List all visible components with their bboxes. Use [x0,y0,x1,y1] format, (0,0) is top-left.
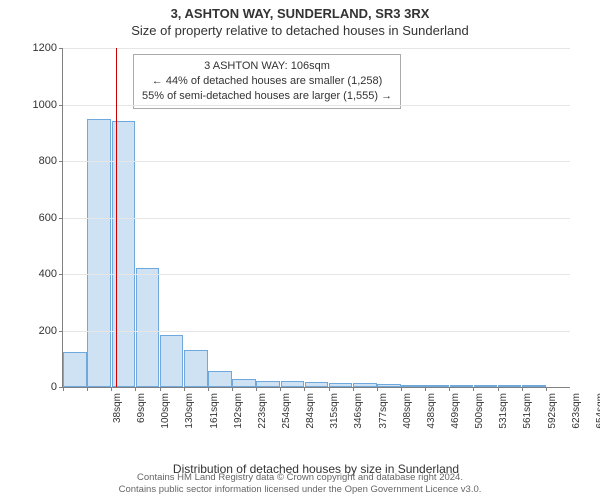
xtick-label: 130sqm [184,393,195,443]
ytick-mark [59,218,63,219]
xtick-mark [329,387,330,391]
xtick-mark [63,387,64,391]
xtick-mark [473,387,474,391]
xtick-label: 346sqm [353,393,364,443]
xtick-mark [449,387,450,391]
histogram-bar [425,385,449,387]
xtick-mark [498,387,499,391]
ytick-mark [59,161,63,162]
xtick-mark [135,387,136,391]
footer-line-1: Contains HM Land Registry data © Crown c… [0,472,600,484]
xtick-mark [232,387,233,391]
marker-line [116,48,117,387]
info-box: 3 ASHTON WAY: 106sqm ← 44% of detached h… [133,54,401,109]
gridline [63,161,570,162]
histogram-bar [450,385,474,387]
histogram-bar [281,381,305,387]
histogram-bar [522,385,546,387]
xtick-label: 561sqm [522,393,533,443]
plot-inner: 3 ASHTON WAY: 106sqm ← 44% of detached h… [62,48,570,388]
xtick-mark [160,387,161,391]
plot-area: Number of detached properties 3 ASHTON W… [62,48,570,420]
xtick-label: 623sqm [571,393,582,443]
xtick-label: 592sqm [547,393,558,443]
xtick-label: 654sqm [595,393,600,443]
xtick-label: 438sqm [426,393,437,443]
xtick-label: 284sqm [305,393,316,443]
xtick-mark [208,387,209,391]
ytick-mark [59,105,63,106]
xtick-mark [256,387,257,391]
xtick-mark [425,387,426,391]
ytick-label: 400 [19,268,57,280]
ytick-mark [59,274,63,275]
xtick-mark [353,387,354,391]
histogram-bar [353,383,377,387]
xtick-label: 192sqm [233,393,244,443]
histogram-bar [377,384,401,387]
xtick-mark [280,387,281,391]
xtick-mark [377,387,378,391]
ytick-label: 200 [19,325,57,337]
xtick-label: 223sqm [257,393,268,443]
xtick-label: 315sqm [329,393,340,443]
histogram-bar [160,335,184,387]
xtick-label: 408sqm [402,393,413,443]
xtick-mark [184,387,185,391]
xtick-mark [522,387,523,391]
xtick-label: 254sqm [281,393,292,443]
ytick-label: 800 [19,155,57,167]
histogram-bar [136,268,160,387]
histogram-bar [305,382,329,387]
xtick-label: 100sqm [160,393,171,443]
histogram-bar [474,385,498,387]
xtick-label: 531sqm [498,393,509,443]
info-line-2: ← 44% of detached houses are smaller (1,… [142,74,392,89]
xtick-label: 377sqm [378,393,389,443]
histogram-bar [498,385,522,387]
ytick-mark [59,331,63,332]
info-line-1: 3 ASHTON WAY: 106sqm [142,59,392,74]
ytick-label: 600 [19,212,57,224]
histogram-bar [256,381,280,387]
histogram-bar [184,350,208,387]
histogram-bar [63,352,87,387]
histogram-bar [208,371,232,387]
xtick-mark [304,387,305,391]
chart-title-address: 3, ASHTON WAY, SUNDERLAND, SR3 3RX [0,0,600,21]
chart-subtitle: Size of property relative to detached ho… [0,21,600,38]
footer-line-2: Contains public sector information licen… [0,484,600,496]
gridline [63,105,570,106]
xtick-label: 469sqm [450,393,461,443]
xtick-mark [111,387,112,391]
histogram-bar [329,383,353,387]
xtick-mark [401,387,402,391]
xtick-label: 161sqm [209,393,220,443]
ytick-label: 1200 [19,42,57,54]
footer-attribution: Contains HM Land Registry data © Crown c… [0,472,600,496]
ytick-label: 0 [19,381,57,393]
chart-container: 3, ASHTON WAY, SUNDERLAND, SR3 3RX Size … [0,0,600,500]
xtick-label: 38sqm [112,393,123,443]
info-line-3: 55% of semi-detached houses are larger (… [142,89,392,104]
gridline [63,218,570,219]
ytick-mark [59,48,63,49]
xtick-mark [87,387,88,391]
gridline [63,274,570,275]
gridline [63,331,570,332]
histogram-bar [232,379,256,387]
xtick-label: 69sqm [136,393,147,443]
gridline [63,48,570,49]
histogram-bar [87,119,111,387]
xtick-mark [546,387,547,391]
ytick-label: 1000 [19,99,57,111]
histogram-bar [401,385,425,387]
xtick-label: 500sqm [474,393,485,443]
